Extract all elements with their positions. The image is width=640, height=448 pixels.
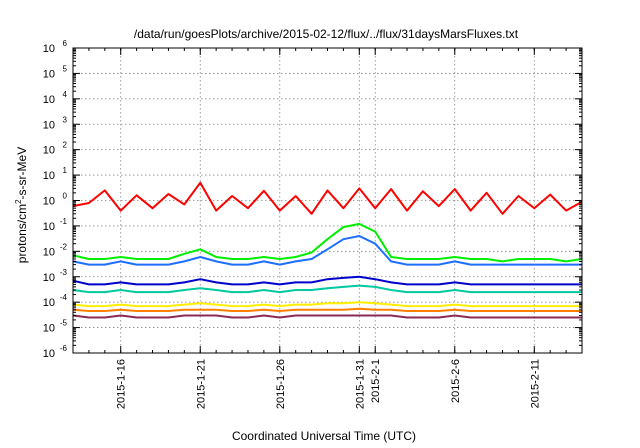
y-tick-label: 10 (43, 348, 55, 360)
y-axis-label: protons/cm2-s-sr-MeV (14, 147, 29, 263)
y-tick-exponent: 0 (63, 192, 68, 201)
series-line-7 (72, 307, 582, 312)
series-layer (72, 181, 583, 319)
series-line-8 (72, 314, 582, 319)
y-tick-base: 10 (43, 119, 55, 131)
y-tick-exponent: -1 (60, 217, 68, 226)
y-tick-exponent: 2 (63, 141, 68, 150)
y-tick-label: 10 (43, 119, 55, 131)
y-tick-label: 10 (43, 323, 55, 335)
x-tick-label: 2015-1-21 (195, 359, 207, 409)
series-line-5 (72, 284, 582, 294)
y-tick-label: 10 (43, 196, 55, 208)
y-tick-label: 10 (43, 68, 55, 80)
y-tick-base: 10 (43, 196, 55, 208)
y-tick-base: 10 (43, 272, 55, 284)
y-tick-base: 10 (43, 145, 55, 157)
y-axis: 10 -610 -510 -410 -310 -210 -110 010 110 210 310 41… (43, 39, 582, 360)
y-tick-label: 10 (43, 297, 55, 309)
y-tick-base: 10 (43, 323, 55, 335)
y-axis-label-sup: 2 (14, 199, 23, 204)
y-tick-base: 10 (43, 297, 55, 309)
y-tick-label: 10 (43, 43, 55, 55)
y-tick-label: 10 (43, 145, 55, 157)
y-tick-exponent: -3 (60, 268, 68, 277)
x-tick-label: 2015-1-26 (275, 359, 287, 409)
y-axis-label-post: -s-sr-MeV (15, 147, 29, 200)
y-tick-base: 10 (43, 94, 55, 106)
y-tick-base: 10 (43, 246, 55, 258)
x-tick-label: 2015-2-1 (370, 359, 382, 403)
grid (73, 48, 582, 353)
y-tick-base: 10 (43, 68, 55, 80)
y-tick-exponent: -6 (60, 344, 68, 353)
x-axis: 2015-1-16 2015-1-21 2015-1-26 2015-1-31 2015… (88, 48, 567, 409)
y-tick-exponent: -5 (60, 319, 68, 328)
y-tick-base: 10 (43, 170, 55, 182)
y-tick-exponent: 5 (63, 64, 68, 73)
x-tick-label: 2015-1-31 (354, 359, 366, 409)
y-tick-label: 10 (43, 94, 55, 106)
y-tick-exponent: 4 (63, 90, 68, 99)
x-tick-label: 2015-2-11 (529, 359, 541, 408)
y-tick-label: 10 (43, 272, 55, 284)
y-tick-base: 10 (43, 348, 55, 360)
chart-title: /data/run/goesPlots/archive/2015-02-12/f… (134, 27, 519, 41)
y-tick-label: 10 (43, 246, 55, 258)
y-tick-exponent: 6 (63, 39, 68, 48)
x-tick-label: 2015-1-16 (116, 359, 128, 409)
x-tick-label: 2015-2-6 (450, 359, 462, 403)
y-axis-label-pre: protons/cm (15, 204, 29, 263)
series-line-1 (72, 181, 583, 215)
series-line-2 (72, 222, 583, 263)
x-axis-label: Coordinated Universal Time (UTC) (232, 429, 416, 443)
y-tick-base: 10 (43, 221, 55, 233)
y-tick-exponent: 1 (63, 166, 68, 175)
y-tick-base: 10 (43, 43, 55, 55)
y-tick-label: 10 (43, 221, 55, 233)
series-line-6 (72, 301, 582, 308)
y-tick-exponent: -4 (60, 293, 68, 302)
series-line-4 (72, 275, 582, 286)
series-line-3 (72, 235, 582, 266)
y-tick-label: 10 (43, 170, 55, 182)
y-tick-exponent: 3 (63, 115, 68, 124)
y-tick-exponent: -2 (60, 242, 68, 251)
